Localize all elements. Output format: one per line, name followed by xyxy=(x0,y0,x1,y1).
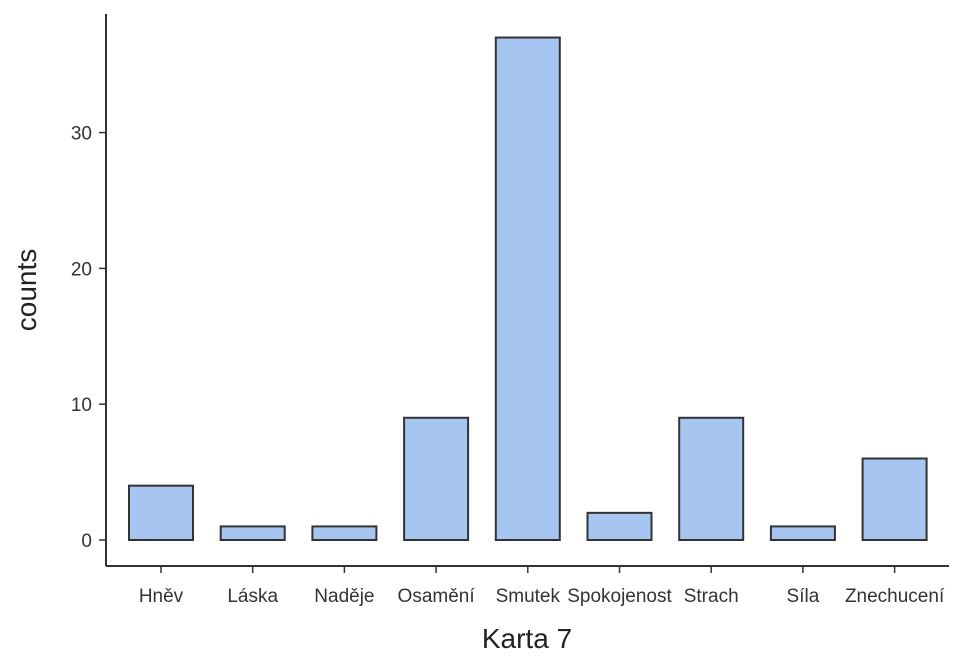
x-tick-label: Smutek xyxy=(496,586,561,607)
x-tick-label: Hněv xyxy=(139,586,184,607)
y-tick-label: 10 xyxy=(71,395,92,416)
x-tick-label: Spokojenost xyxy=(567,586,672,607)
bar-6 xyxy=(586,511,653,542)
bar-9 xyxy=(861,457,928,541)
x-tick-label: Síla xyxy=(787,586,820,607)
x-tick-label: Znechucení xyxy=(845,586,945,607)
x-axis-title: Karta 7 xyxy=(482,623,572,654)
y-axis: 0 10 20 30 xyxy=(71,14,107,566)
bar-3 xyxy=(311,525,378,541)
y-tick-label: 30 xyxy=(71,124,92,145)
bar-8 xyxy=(769,525,836,541)
y-tick-label: 20 xyxy=(71,259,92,280)
bar-1 xyxy=(128,484,194,541)
x-tick-label: Strach xyxy=(684,586,739,607)
x-tick-label: Láska xyxy=(227,586,278,607)
bar-4 xyxy=(403,416,470,541)
bar-5 xyxy=(494,36,561,541)
x-tick-label: Osamění xyxy=(398,586,476,607)
bar-2 xyxy=(219,525,286,541)
y-tick-label: 0 xyxy=(81,531,92,552)
bars-group xyxy=(128,36,928,542)
bar-7 xyxy=(678,416,745,541)
x-tick-label: Naděje xyxy=(314,586,374,607)
y-axis-title: counts xyxy=(11,249,42,332)
x-axis: Hněv Láska Naděje Osamění Smutek Spokojenost S… xyxy=(106,565,949,607)
